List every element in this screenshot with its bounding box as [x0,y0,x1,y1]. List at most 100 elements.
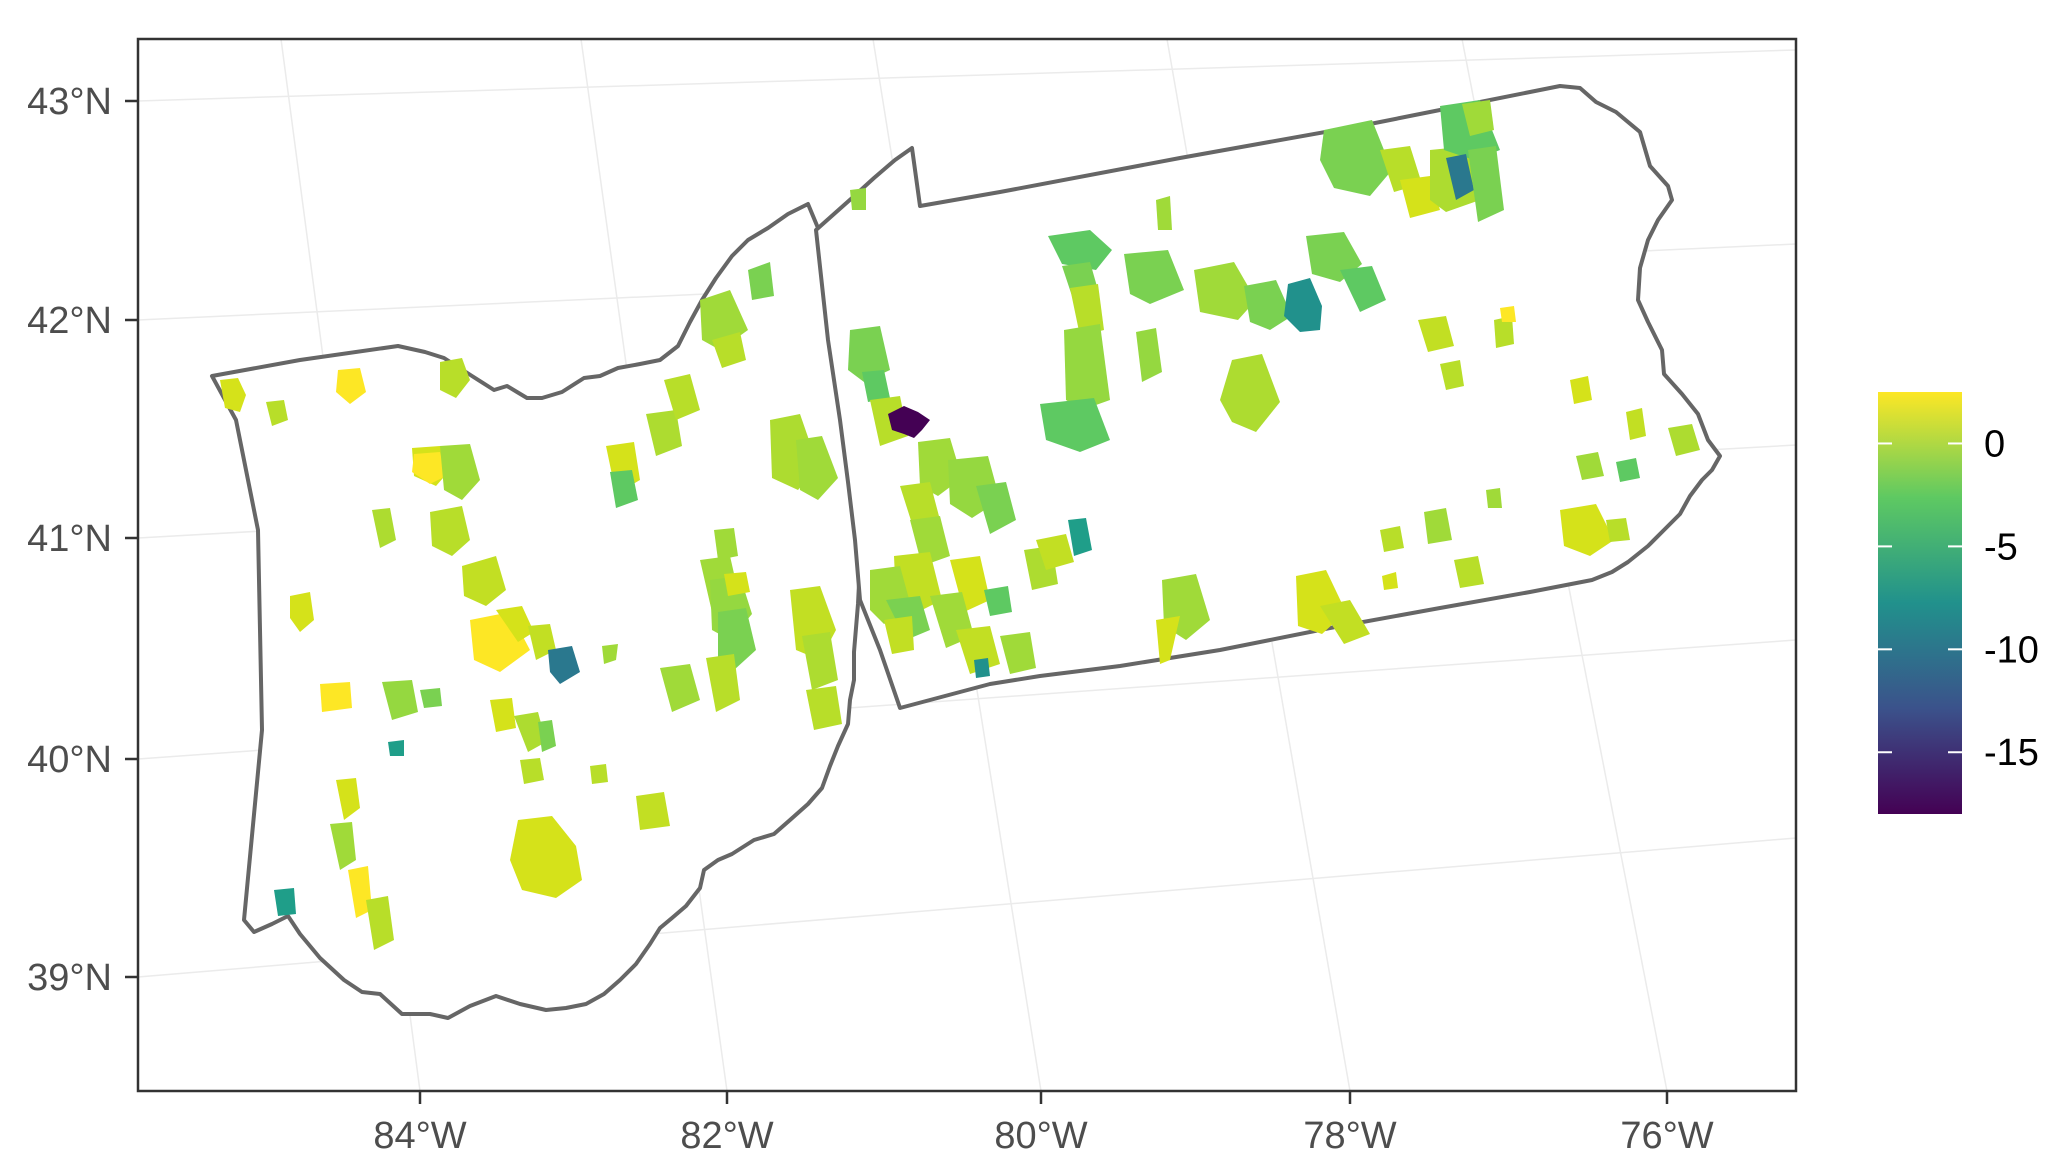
choropleth-patches [220,100,1700,950]
region-patch [220,378,246,412]
region-patch [718,608,756,670]
region-patch [266,400,288,426]
region-patch [984,586,1012,616]
region-patch [440,358,470,398]
region-patch [1446,154,1474,200]
region-patch [490,698,516,732]
y-tick-label: 40°N [27,739,112,781]
region-patch [1320,600,1370,644]
region-patch [660,664,700,712]
region-patch [1156,616,1180,664]
region-patch [1000,632,1036,674]
region-patch [1462,100,1494,136]
colorbar-tick-label: -15 [1984,732,2039,774]
ohio-outline [210,202,864,1020]
region-patch [1616,458,1640,482]
region-patch [796,436,838,500]
region-patch [1036,534,1074,570]
region-patch [420,688,442,708]
x-tick-label: 78°W [1303,1115,1396,1157]
region-patch [1468,146,1504,222]
region-patch [1454,556,1484,588]
region-patch [724,572,750,596]
y-tick-label: 41°N [27,518,112,560]
x-tick-label: 80°W [994,1115,1087,1157]
region-patch [366,896,394,950]
region-patch [496,606,534,642]
region-patch [412,452,446,484]
region-patch [802,632,838,690]
region-patch [1668,424,1700,456]
colorbar-tick-label: 0 [1984,423,2005,465]
region-patch [388,740,404,756]
region-patch [610,470,638,508]
region-patch [714,528,738,560]
region-patch [1048,230,1112,270]
region-patch [1418,316,1454,352]
region-patch [430,506,470,556]
y-tick-label: 43°N [27,81,112,123]
region-patch [348,866,372,918]
region-patch [1486,488,1502,508]
colorbar-ticks: 0 -5 -10 -15 [1878,423,2039,774]
region-patch [1136,328,1162,382]
region-patch [510,816,582,898]
region-patch [976,482,1016,534]
region-patch [336,368,366,404]
region-patch [862,370,890,402]
region-patch [1494,316,1514,348]
region-patch [706,654,740,712]
region-patch [1380,526,1404,552]
x-tick-label: 84°W [373,1115,466,1157]
gridline-43n [137,49,1797,102]
region-patch [748,262,774,300]
region-patch [1068,518,1092,556]
region-patch [1064,324,1110,410]
x-axis: 84°W 82°W 80°W 78°W 76°W [373,1091,1714,1157]
region-patch [848,326,890,382]
region-patch [884,616,914,654]
region-patch [1576,452,1604,480]
region-patch [888,406,930,438]
region-patch [1440,360,1464,390]
region-patch [1040,398,1110,452]
colorbar-tick-label: -5 [1984,526,2018,568]
region-patch [1124,250,1184,304]
region-patch [806,686,842,730]
region-patch [712,332,746,368]
region-patch [1284,278,1322,332]
region-patch [1570,376,1592,404]
region-patch [1560,504,1614,556]
region-patch [336,778,360,820]
colorbar-tick-label: -10 [1984,629,2039,671]
region-patch [274,888,296,916]
region-patch [372,508,396,548]
region-patch [1156,196,1172,230]
x-tick-label: 76°W [1620,1115,1713,1157]
region-patch [1220,354,1280,432]
region-patch [1626,408,1646,440]
region-patch [664,374,700,420]
region-patch [1070,284,1104,336]
region-patch [330,822,356,870]
region-patch [1244,280,1292,330]
colorbar-legend: 0 -5 -10 -15 [1878,392,2039,814]
region-patch [440,444,480,500]
y-tick-label: 42°N [27,300,112,342]
region-patch [1606,518,1630,542]
region-patch [1500,306,1516,322]
region-patch [870,396,908,446]
region-patch [320,682,352,712]
region-patch [290,592,314,632]
y-axis: 43°N 42°N 41°N 40°N 39°N [27,81,138,999]
region-patch [974,658,990,678]
region-patch [590,764,608,784]
region-patch [1194,262,1256,320]
region-patch [1424,508,1452,544]
region-patch [950,556,990,612]
region-patch [636,792,670,830]
region-patch [1382,572,1398,590]
region-patch [538,720,556,752]
region-patch [1320,120,1392,196]
